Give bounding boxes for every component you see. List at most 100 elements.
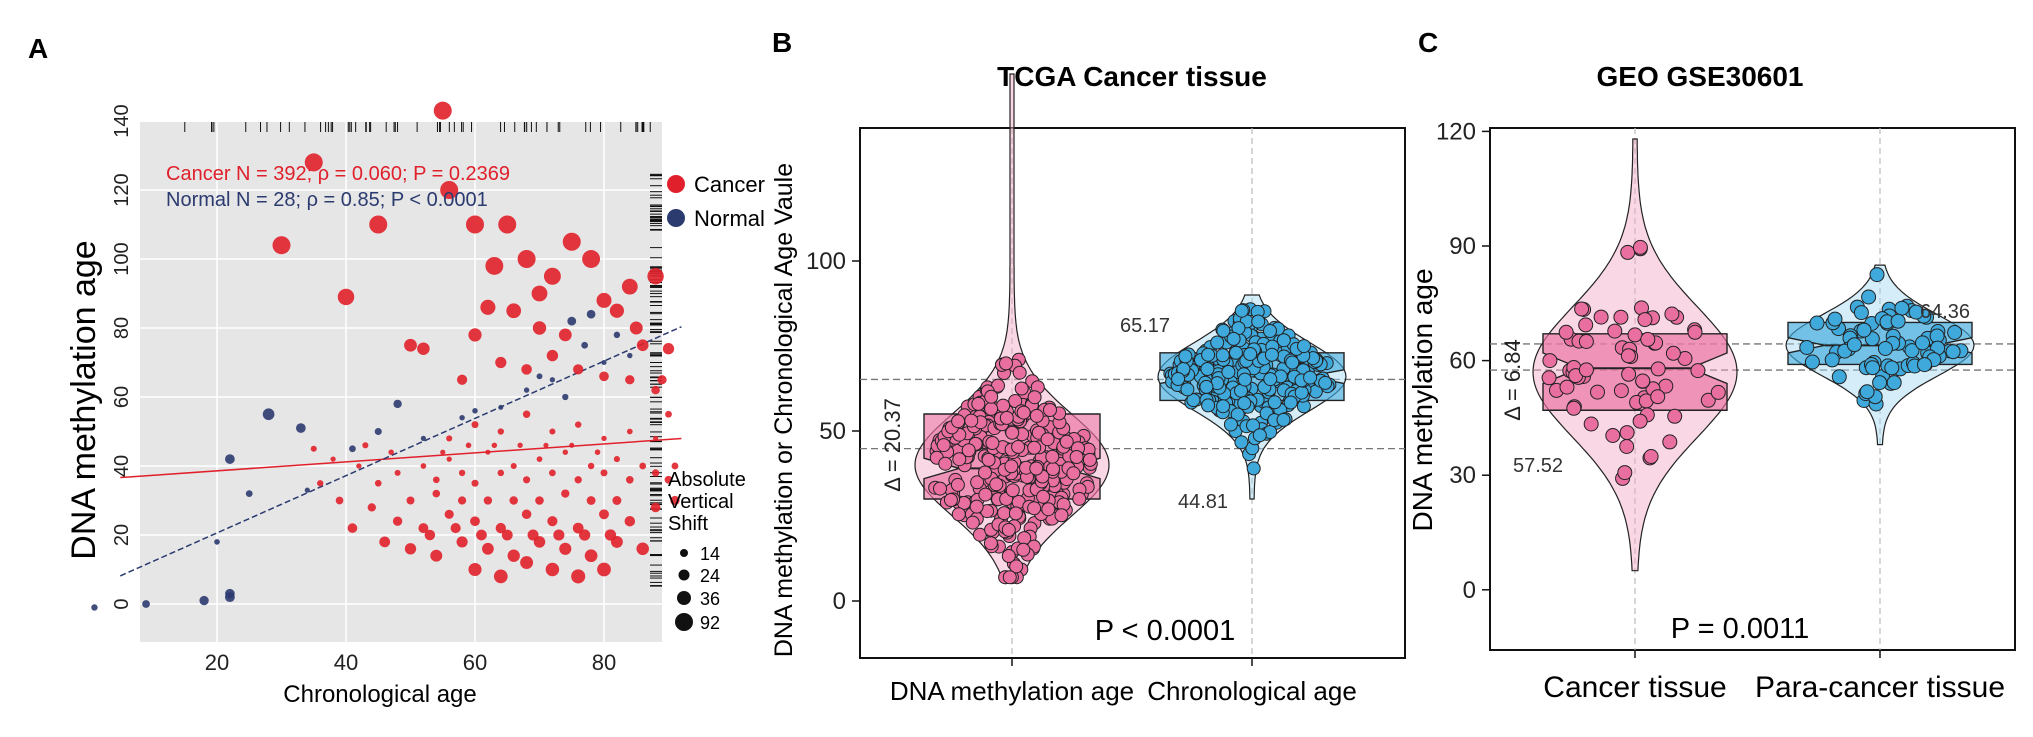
point-cancer <box>536 456 543 462</box>
data-point-1 <box>1276 333 1291 348</box>
data-point-1 <box>1894 300 1910 316</box>
data-point-1 <box>1846 337 1862 353</box>
point-cancer <box>546 349 559 362</box>
point-cancer <box>430 549 443 562</box>
point-cancer <box>549 469 556 477</box>
data-point-0 <box>1590 384 1605 400</box>
point-cancer <box>480 299 496 315</box>
point-cancer <box>665 410 672 418</box>
chart-title-b: TCGA Cancer tissue <box>997 61 1267 92</box>
point-cancer <box>392 516 403 526</box>
point-cancer <box>664 475 673 484</box>
point-cancer <box>450 523 461 534</box>
point-cancer <box>432 489 441 498</box>
axis-ticks-a: 20 40 60 80 0 20 40 60 80 100 120 140 <box>111 104 616 675</box>
y-tick-label-0: 0 <box>111 598 133 609</box>
point-cancer <box>625 475 634 484</box>
data-point-0 <box>1016 542 1031 557</box>
data-point-0 <box>985 436 1000 450</box>
data-point-1 <box>1318 375 1333 390</box>
data-point-0 <box>983 536 998 551</box>
data-point-0 <box>1643 449 1659 464</box>
category-label-c-1: Para-cancer tissue <box>1755 671 2005 704</box>
size-legend-a: Absolute Vertical Shift 14 24 36 92 <box>668 469 746 633</box>
point-cancer <box>651 469 660 477</box>
point-cancer <box>446 435 453 442</box>
data-point-1 <box>1831 369 1847 385</box>
point-cancer <box>521 364 532 375</box>
point-cancer <box>497 428 504 435</box>
point-normal <box>199 595 209 606</box>
y-tick-label-100: 100 <box>111 242 133 275</box>
panel-a: A 20 40 60 80 0 20 40 60 80 100 120 140 Chronologic… <box>28 33 765 708</box>
data-point-0 <box>1650 361 1666 377</box>
data-point-0 <box>997 506 1012 521</box>
data-point-0 <box>999 410 1014 425</box>
data-point-0 <box>970 475 985 490</box>
point-cancer <box>418 523 429 534</box>
data-point-0 <box>1069 450 1084 464</box>
data-point-0 <box>1700 392 1716 408</box>
point-normal <box>459 414 465 421</box>
data-point-0 <box>951 414 966 429</box>
data-point-0 <box>1004 459 1019 474</box>
data-point-1 <box>1297 339 1311 354</box>
data-point-1 <box>1917 357 1932 373</box>
point-cancer <box>446 456 452 462</box>
point-cancer <box>501 529 513 541</box>
data-point-0 <box>1640 331 1656 347</box>
size-legend-value-92: 92 <box>700 613 720 633</box>
point-cancer <box>491 442 498 449</box>
gridlines-a <box>140 120 662 642</box>
data-point-0 <box>961 443 976 458</box>
point-cancer <box>604 529 617 541</box>
point-normal <box>91 604 98 611</box>
data-point-0 <box>1578 317 1594 333</box>
data-point-1 <box>1216 399 1231 414</box>
data-point-1 <box>1915 335 1930 351</box>
data-point-0 <box>1617 465 1633 481</box>
point-cancer <box>594 449 601 455</box>
data-point-1 <box>1890 313 1906 329</box>
plot-frame-c <box>1489 127 2016 651</box>
point-cancer <box>520 556 534 570</box>
point-cancer <box>562 449 568 455</box>
data-point-0 <box>1011 439 1026 454</box>
point-cancer <box>523 476 531 484</box>
point-cancer <box>571 569 586 584</box>
data-point-0 <box>1667 408 1683 424</box>
data-point-0 <box>1559 379 1575 395</box>
point-cancer <box>574 421 582 428</box>
point-cancer <box>601 435 607 442</box>
x-tick-label-60: 60 <box>463 650 487 675</box>
data-point-0 <box>1012 365 1027 380</box>
data-point-0 <box>1574 301 1590 317</box>
point-cancer <box>612 496 622 505</box>
point-cancer <box>404 338 417 352</box>
point-cancer <box>653 435 659 441</box>
data-point-0 <box>1578 362 1594 378</box>
data-point-0 <box>936 438 951 453</box>
point-cancer <box>420 463 427 469</box>
data-point-0 <box>978 465 992 480</box>
point-cancer <box>330 456 336 462</box>
data-point-1 <box>1303 370 1318 385</box>
data-point-0 <box>1005 425 1020 440</box>
chart-title-c: GEO GSE30601 <box>1596 61 1803 92</box>
point-cancer <box>367 503 376 512</box>
point-cancer <box>456 536 468 548</box>
point-cancer <box>471 479 479 487</box>
point-cancer <box>507 549 520 562</box>
data-point-1 <box>1178 349 1193 364</box>
data-point-0 <box>933 481 947 496</box>
point-cancer <box>388 449 394 455</box>
data-point-1 <box>1223 417 1238 432</box>
point-cancer <box>468 562 482 577</box>
plot-area-c: 0 30 60 90 120 <box>1436 118 2015 658</box>
median-label-b-0: 44.81 <box>1178 491 1228 513</box>
data-point-1 <box>1180 382 1195 397</box>
data-point-0 <box>1687 324 1703 340</box>
data-point-1 <box>1267 395 1282 410</box>
legend-marker-cancer <box>667 175 685 193</box>
point-cancer <box>597 562 611 577</box>
